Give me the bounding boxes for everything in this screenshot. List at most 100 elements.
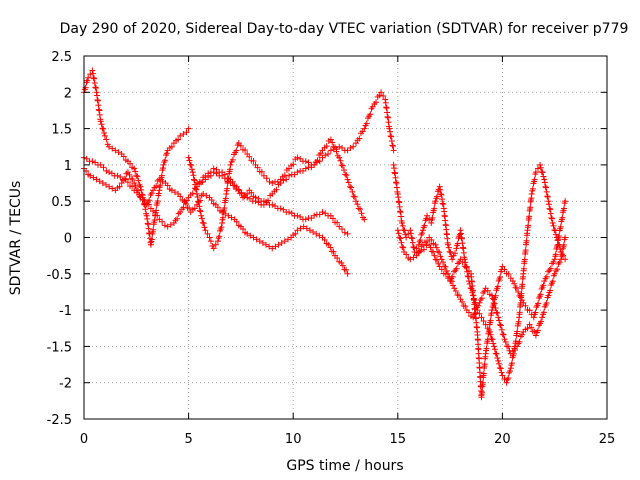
data-point-interp	[454, 260, 461, 267]
data-point-interp	[91, 79, 98, 86]
data-point-interp	[505, 343, 512, 350]
data-point-interp	[247, 232, 254, 239]
data-point-interp	[550, 259, 557, 266]
data-point-interp	[387, 128, 394, 135]
data-point-interp	[329, 139, 336, 146]
data-point-interp	[390, 143, 397, 150]
data-point-interp	[450, 282, 457, 289]
data-point-interp	[440, 201, 447, 208]
data-point-interp	[534, 327, 541, 334]
data-point-interp	[455, 292, 462, 299]
data-point-interp	[431, 205, 438, 212]
data-point	[327, 147, 334, 154]
data-point-interp	[437, 191, 444, 198]
data-point	[557, 256, 564, 263]
data-point	[344, 270, 351, 277]
data-point	[244, 194, 251, 201]
data-point	[344, 176, 351, 183]
data-point-interp	[508, 360, 515, 367]
data-point-interp	[341, 167, 348, 174]
data-point	[445, 241, 452, 248]
data-point-interp	[484, 287, 491, 294]
data-point-interp	[504, 343, 511, 350]
data-point	[294, 212, 301, 219]
data-point-interp	[363, 120, 370, 127]
data-point-interp	[442, 263, 449, 270]
data-point	[185, 154, 192, 161]
data-point	[286, 172, 293, 179]
y-tick-label: -2	[59, 377, 72, 392]
data-point-interp	[433, 244, 440, 251]
data-point-interp	[188, 166, 195, 173]
data-point-interp	[358, 210, 365, 217]
x-axis-label: GPS time / hours	[286, 458, 403, 474]
data-point-interp	[207, 238, 214, 245]
data-point-interp	[195, 199, 202, 206]
data-point-interp	[172, 189, 179, 196]
data-point	[106, 169, 113, 176]
data-point-interp	[230, 182, 237, 189]
data-point-interp	[545, 268, 552, 275]
data-point-interp	[280, 177, 287, 184]
data-point-interp	[129, 176, 136, 183]
data-point-interp	[535, 300, 542, 307]
data-point-interp	[129, 183, 136, 190]
data-point	[537, 161, 544, 168]
data-point-interp	[233, 186, 240, 193]
data-point-interp	[475, 302, 482, 309]
data-point-interp	[557, 223, 564, 230]
data-point-interp	[540, 309, 547, 316]
data-point-interp	[316, 158, 323, 165]
data-point	[189, 169, 196, 176]
data-point-interp	[497, 274, 504, 281]
data-point-interp	[434, 193, 441, 200]
data-point-interp	[355, 205, 362, 212]
data-point-interp	[339, 226, 346, 233]
data-point	[319, 209, 326, 216]
data-point-interp	[490, 302, 497, 309]
data-point-interp	[167, 221, 174, 228]
data-point-interp	[551, 226, 558, 233]
data-point	[85, 74, 92, 81]
data-point-interp	[479, 389, 486, 396]
data-point-interp	[200, 220, 207, 227]
data-point-interp	[120, 153, 127, 160]
data-point-interp	[175, 136, 182, 143]
data-point-interp	[538, 318, 545, 325]
data-point-interp	[207, 172, 214, 179]
data-point	[528, 190, 535, 197]
data-point	[390, 147, 397, 154]
data-point	[476, 299, 483, 306]
data-point-interp	[436, 249, 443, 256]
data-point-interp	[546, 205, 553, 212]
data-point-interp	[341, 229, 348, 236]
data-point-interp	[266, 243, 273, 250]
data-point-interp	[410, 243, 417, 250]
y-tick-label: 0	[64, 232, 72, 247]
data-point-interp	[84, 77, 91, 84]
data-point-interp	[101, 129, 108, 136]
data-point-interp	[145, 201, 152, 208]
data-point-interp	[519, 281, 526, 288]
data-point-interp	[197, 208, 204, 215]
data-point-interp	[546, 267, 553, 274]
data-point-interp	[225, 176, 232, 183]
data-point-interp	[491, 346, 498, 353]
data-point-interp	[334, 255, 341, 262]
data-point-interp	[347, 144, 354, 151]
data-point-interp	[542, 275, 549, 282]
data-point-interp	[228, 214, 235, 221]
data-point-interp	[497, 321, 504, 328]
data-point-interp	[453, 265, 460, 272]
data-point	[225, 212, 232, 219]
data-point-interp	[443, 267, 450, 274]
data-point-interp	[190, 176, 197, 183]
y-tick-label: 2	[64, 86, 72, 101]
data-point	[551, 270, 558, 277]
data-point-interp	[350, 143, 357, 150]
data-point-interp	[241, 193, 248, 200]
data-point-interp	[410, 254, 417, 261]
data-point-interp	[154, 198, 161, 205]
data-point-interp	[463, 263, 470, 270]
data-point	[453, 245, 460, 252]
